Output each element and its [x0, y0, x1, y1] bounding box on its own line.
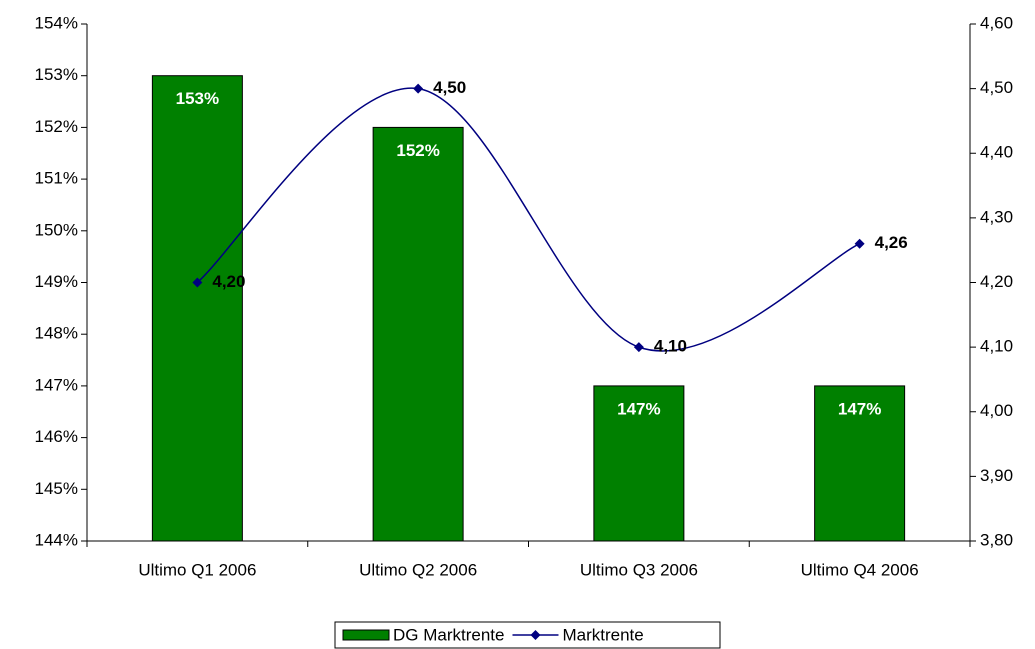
line-value-label: 4,20 [212, 272, 245, 291]
y-tick-label: 149% [35, 272, 78, 291]
y-tick-label: 154% [35, 13, 78, 32]
x-tick-label: Ultimo Q3 2006 [580, 560, 698, 579]
y-tick-label: 150% [35, 220, 78, 239]
y-tick-label: 153% [35, 65, 78, 84]
y-tick-label: 146% [35, 427, 78, 446]
legend-label: DG Marktrente [393, 625, 504, 644]
y2-tick-label: 4,20 [980, 272, 1013, 291]
y2-tick-label: 4,50 [980, 78, 1013, 97]
bar-value-label: 147% [617, 399, 660, 418]
y2-tick-label: 3,80 [980, 530, 1013, 549]
y-tick-label: 145% [35, 479, 78, 498]
bar [151, 75, 243, 542]
line [196, 87, 860, 352]
y2-tick-label: 3,90 [980, 466, 1013, 485]
bar-value-label: 147% [838, 399, 881, 418]
bar-value-label: 152% [396, 141, 439, 160]
y2-tick-label: 4,60 [980, 13, 1013, 32]
y-tick-label: 151% [35, 169, 78, 188]
y2-tick-label: 4,00 [980, 401, 1013, 420]
line-marker [854, 238, 865, 249]
line-value-label: 4,50 [433, 78, 466, 97]
y-tick-label: 148% [35, 324, 78, 343]
x-tick-label: Ultimo Q4 2006 [801, 560, 919, 579]
line-value-label: 4,10 [654, 337, 687, 356]
line-marker [633, 342, 644, 353]
bar-value-label: 153% [176, 89, 219, 108]
y-tick-label: 147% [35, 375, 78, 394]
y2-tick-label: 4,30 [980, 207, 1013, 226]
legend-label: Marktrente [562, 625, 643, 644]
x-tick-label: Ultimo Q1 2006 [138, 560, 256, 579]
bar [372, 126, 464, 542]
legend-marker [530, 630, 541, 640]
bar [593, 385, 685, 542]
y-tick-label: 144% [35, 530, 78, 549]
legend-swatch [342, 629, 390, 641]
y2-tick-label: 4,40 [980, 143, 1013, 162]
bar [814, 385, 906, 542]
x-tick-label: Ultimo Q2 2006 [359, 560, 477, 579]
y-tick-label: 152% [35, 117, 78, 136]
y2-tick-label: 4,10 [980, 337, 1013, 356]
line-marker [413, 83, 424, 94]
line-value-label: 4,26 [875, 233, 908, 252]
line-marker [192, 277, 203, 288]
